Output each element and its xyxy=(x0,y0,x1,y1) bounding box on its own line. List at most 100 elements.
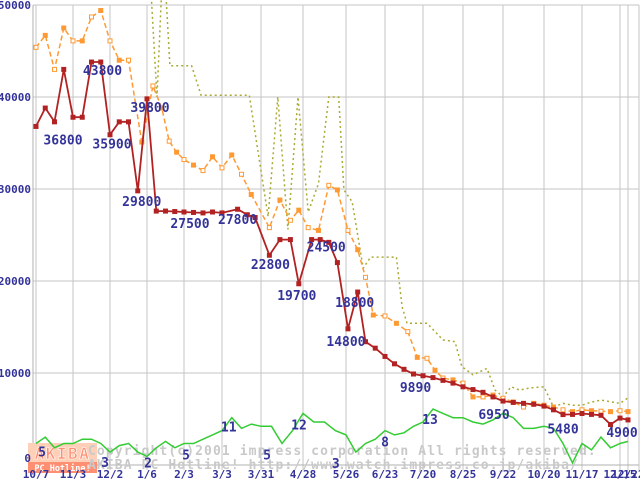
price-label-18800: 18800 xyxy=(335,296,374,311)
lowest-price-marker xyxy=(579,410,585,416)
second-lowest-price-marker xyxy=(191,162,196,168)
count-label: 3 xyxy=(332,457,340,472)
price-label-6950: 6950 xyxy=(478,408,509,423)
x-tick-label: 11/3 xyxy=(60,468,87,480)
lowest-price-marker xyxy=(107,132,113,138)
lowest-price-marker xyxy=(191,209,196,215)
x-tick-label: 4/28 xyxy=(290,468,317,480)
x-tick-label: 5/26 xyxy=(333,468,360,480)
lowest-price-marker xyxy=(317,237,323,243)
lowest-price-marker xyxy=(42,105,48,111)
second-lowest-price-marker xyxy=(560,407,566,413)
count-label: 2 xyxy=(144,456,152,471)
y-tick-label: 0 xyxy=(24,452,31,465)
lowest-price-marker xyxy=(326,239,332,245)
second-lowest-price-marker xyxy=(248,192,254,198)
logo-bottom-bar xyxy=(28,462,97,473)
second-lowest-price-marker xyxy=(625,409,631,415)
lowest-price-marker xyxy=(79,114,85,120)
second-lowest-price-marker xyxy=(116,57,122,63)
lowest-price-marker xyxy=(500,398,506,404)
second-lowest-price-marker xyxy=(33,44,39,50)
data-labels: 36800 43800 35900 29800 39800 27500 27800 22800… xyxy=(38,64,638,472)
lowest-price-marker xyxy=(126,119,131,125)
second-lowest-price-marker xyxy=(229,152,235,158)
lowest-price-marker xyxy=(608,422,613,428)
second-lowest-price-marker xyxy=(382,313,388,319)
second-lowest-price-marker xyxy=(480,394,486,400)
lowest-price-marker xyxy=(277,237,283,243)
lowest-price-marker xyxy=(116,119,122,125)
x-tick-label: 12/15 xyxy=(603,468,636,480)
price-label-43800: 43800 xyxy=(83,64,122,79)
x-tick-label: 12/2 xyxy=(97,468,124,480)
x-tick-label: 9/22 xyxy=(490,468,517,480)
lowest-price-marker xyxy=(411,371,416,377)
lowest-price-marker xyxy=(309,237,315,243)
lowest-price-marker xyxy=(625,417,631,423)
second-lowest-price-marker xyxy=(42,32,48,38)
second-lowest-price-series xyxy=(33,8,631,415)
lowest-price-marker xyxy=(401,366,407,372)
count-label: 13 xyxy=(422,413,438,428)
price-label-35900: 35900 xyxy=(92,138,131,153)
lowest-price-marker xyxy=(235,206,241,212)
second-lowest-price-marker xyxy=(98,8,104,14)
count-label: 11 xyxy=(221,421,237,436)
count-label: 3 xyxy=(101,456,109,471)
price-label-27500: 27500 xyxy=(170,217,209,232)
second-lowest-price-marker xyxy=(107,38,113,44)
price-label-19700: 19700 xyxy=(277,289,316,304)
price-label-39800: 39800 xyxy=(130,101,169,116)
watermark-line-1: Copyright(c)2001 impress corporation All… xyxy=(88,444,597,459)
highest-price-line xyxy=(150,0,629,408)
second-lowest-price-line xyxy=(35,9,629,413)
y-tick-label: 40000 xyxy=(0,91,31,104)
lowest-price-marker xyxy=(598,412,604,418)
second-lowest-price-marker xyxy=(70,38,76,44)
price-label-5480: 5480 xyxy=(547,423,578,438)
lowest-price-marker xyxy=(420,373,426,379)
second-lowest-price-marker xyxy=(239,171,244,177)
lowest-price-marker xyxy=(440,377,446,383)
second-lowest-price-marker xyxy=(345,227,351,233)
lowest-price-marker xyxy=(551,407,556,413)
highest-price-series xyxy=(150,0,629,408)
lowest-price-marker xyxy=(61,66,67,72)
lowest-price-marker xyxy=(33,123,39,129)
price-label-4900: 4900 xyxy=(606,426,637,441)
lowest-price-marker xyxy=(510,399,516,405)
second-lowest-price-marker xyxy=(219,165,225,171)
second-lowest-price-marker xyxy=(617,408,623,414)
price-label-22800: 22800 xyxy=(251,258,290,273)
lowest-price-marker xyxy=(392,361,397,367)
lowest-price-marker xyxy=(334,260,340,266)
lowest-price-marker xyxy=(244,212,250,218)
lowest-price-marker xyxy=(181,209,187,215)
gridlines xyxy=(32,4,640,470)
lowest-price-marker xyxy=(363,339,368,345)
x-tick-label: 12/22 xyxy=(611,468,640,480)
second-lowest-price-marker xyxy=(150,83,156,89)
x-tick-label: 6/23 xyxy=(372,468,399,480)
logo-top-plate xyxy=(28,443,97,462)
second-lowest-price-marker xyxy=(79,38,85,44)
shop-count-series xyxy=(35,408,629,465)
y-tick-label: 50000 xyxy=(0,0,31,12)
y-tick-label: 30000 xyxy=(0,183,31,196)
lowest-price-marker xyxy=(172,209,178,215)
lowest-price-marker xyxy=(430,375,436,381)
second-lowest-price-marker xyxy=(334,187,340,193)
second-lowest-price-marker xyxy=(470,394,476,400)
lowest-price-marker xyxy=(372,345,378,351)
second-lowest-price-marker xyxy=(305,225,311,231)
second-lowest-price-marker xyxy=(296,207,302,213)
second-lowest-price-marker xyxy=(159,105,165,111)
price-label-36800: 36800 xyxy=(43,133,82,148)
count-label: 5 xyxy=(38,446,46,461)
second-lowest-price-marker xyxy=(277,197,283,203)
logo-top-text: AKIBA xyxy=(35,444,91,463)
second-lowest-price-marker xyxy=(405,329,411,335)
lowest-price-marker xyxy=(153,208,159,214)
